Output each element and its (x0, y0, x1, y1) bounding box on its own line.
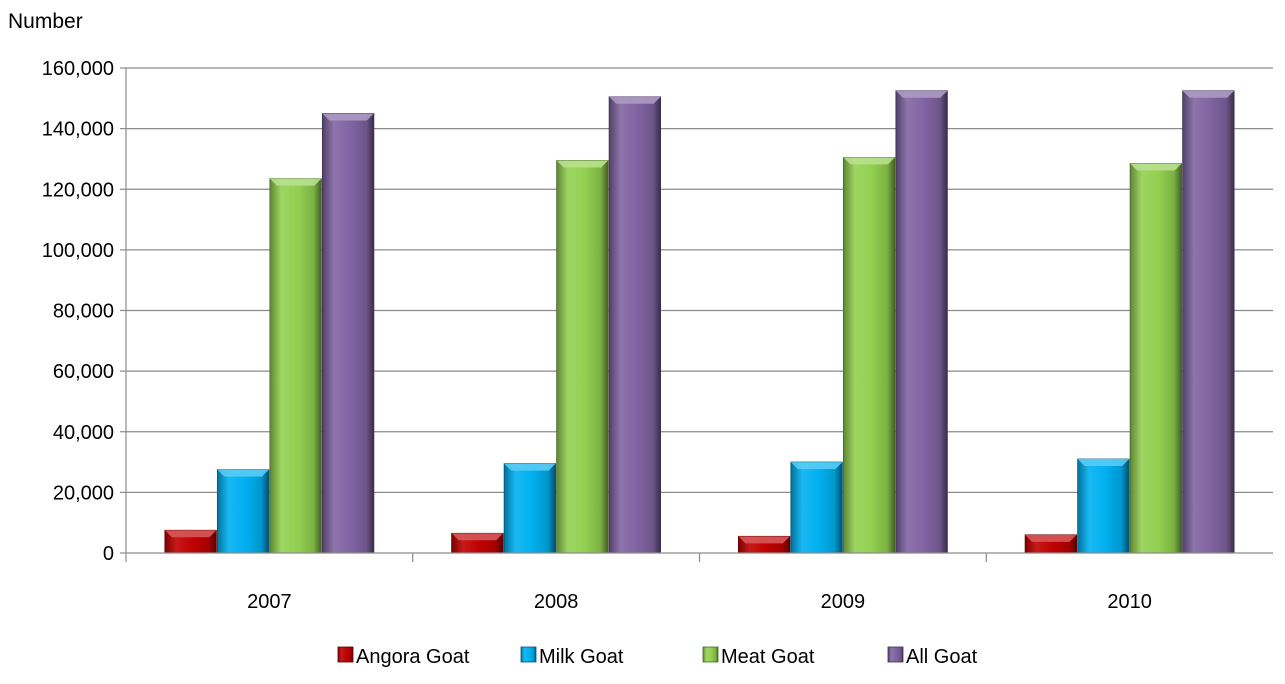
legend-item-all-goat: All Goat (887, 646, 978, 668)
bar-meat-goat-2010 (1129, 163, 1183, 554)
y-tick-label: 60,000 (53, 361, 114, 383)
bar-angora-goat-2008 (451, 532, 504, 554)
bar-meat-goat-2008 (556, 160, 609, 554)
legend-item-milk-goat: Milk Goat (520, 646, 624, 668)
x-tick-labels: 2007 2008 2009 2010 (247, 591, 1152, 613)
bar-angora-goat-2007 (164, 529, 217, 554)
bar-milk-goat-2008 (503, 463, 557, 554)
legend-label: Angora Goat (356, 646, 470, 668)
legend-item-meat-goat: Meat Goat (702, 646, 815, 668)
bar-all-goat-2009 (895, 90, 948, 554)
legend-label: Meat Goat (721, 646, 815, 668)
y-tick-label: 100,000 (42, 240, 114, 262)
y-tick-labels: 0 20,000 40,000 60,000 80,000 100,000 120,000 1… (42, 58, 114, 565)
bar-angora-goat-2009 (737, 535, 791, 554)
y-tick-label: 120,000 (42, 179, 114, 201)
x-tick-label-2009: 2009 (821, 591, 866, 613)
bar-meat-goat-2009 (842, 157, 896, 554)
axes (120, 67, 1273, 562)
y-tick-label: 40,000 (53, 422, 114, 444)
legend-swatch (337, 646, 354, 663)
legend-label: Milk Goat (539, 646, 624, 668)
legend-swatch (702, 646, 719, 663)
y-axis-label: Number (8, 10, 83, 33)
y-tick-label: 80,000 (53, 301, 114, 323)
x-tick-label-2010: 2010 (1107, 591, 1152, 613)
bar-milk-goat-2009 (790, 461, 843, 554)
bar-angora-goat-2010 (1024, 534, 1078, 554)
bar-milk-goat-2007 (216, 469, 270, 554)
bar-all-goat-2008 (608, 96, 662, 554)
bar-all-goat-2010 (1182, 90, 1235, 554)
y-tick-label: 20,000 (53, 482, 114, 504)
bars (164, 90, 1235, 554)
y-tick-label: 140,000 (42, 119, 114, 141)
y-tick-label: 0 (103, 543, 114, 565)
bar-meat-goat-2007 (269, 178, 322, 554)
x-tick-label-2008: 2008 (534, 591, 579, 613)
x-tick-label-2007: 2007 (247, 591, 292, 613)
legend-label: All Goat (906, 646, 978, 668)
legend-item-angora-goat: Angora Goat (337, 646, 470, 668)
legend: Angora Goat Milk Goat Meat Goat All Goat (337, 646, 978, 668)
y-tick-label: 160,000 (42, 58, 114, 80)
bar-milk-goat-2010 (1077, 458, 1130, 554)
legend-swatch (520, 646, 537, 663)
bar-all-goat-2007 (321, 113, 375, 554)
legend-swatch (887, 646, 904, 663)
